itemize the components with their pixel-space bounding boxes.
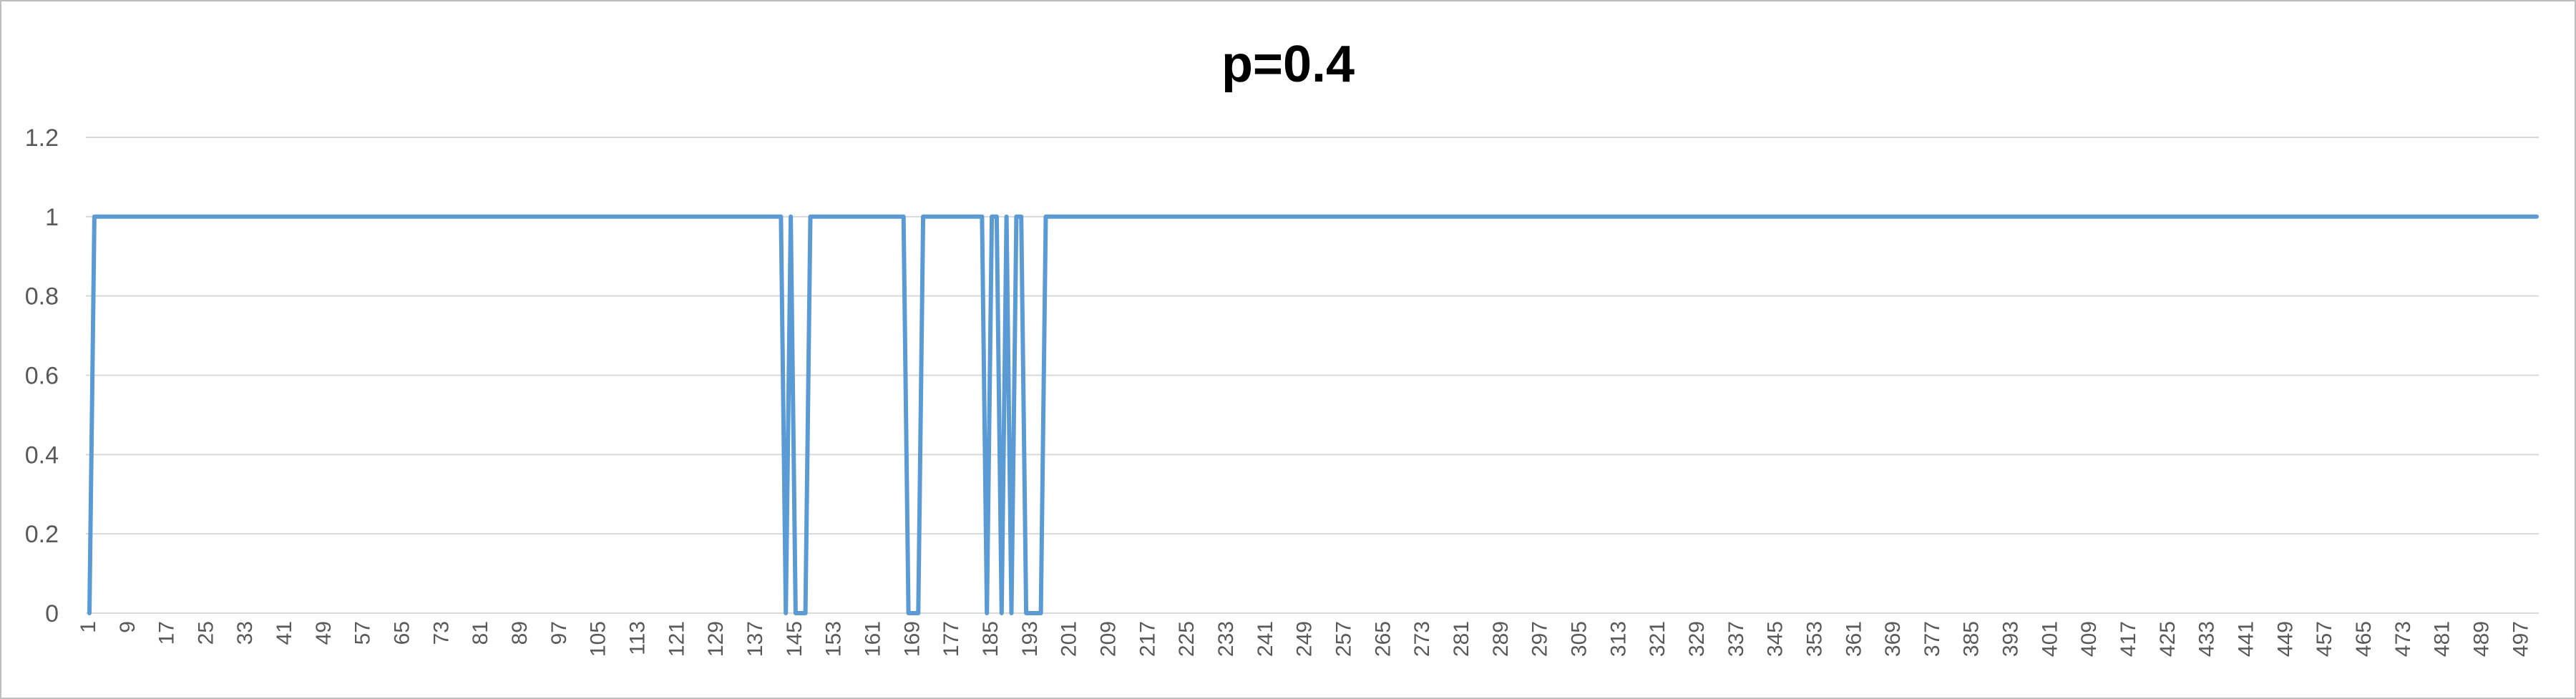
x-tick-label: 97 (547, 621, 571, 645)
x-tick-label: 209 (1096, 621, 1120, 657)
x-tick-label: 241 (1254, 621, 1277, 657)
x-tick-label: 425 (2156, 621, 2180, 657)
x-tick-label: 9 (116, 621, 140, 633)
x-tick-label: 17 (155, 621, 179, 645)
x-tick-label: 473 (2391, 621, 2415, 657)
x-tick-label: 153 (822, 621, 846, 657)
x-tick-label: 201 (1058, 621, 1081, 657)
x-tick-label: 481 (2431, 621, 2454, 657)
gridlines (86, 137, 2539, 614)
x-tick-label: 273 (1410, 621, 1434, 657)
x-tick-label: 281 (1450, 621, 1473, 657)
x-tick-label: 161 (862, 621, 885, 657)
y-tick-label: 0.6 (25, 363, 59, 390)
y-tick-label: 0.4 (25, 441, 59, 469)
x-tick-label: 393 (1999, 621, 2023, 657)
x-tick-label: 57 (351, 621, 375, 645)
x-tick-label: 65 (391, 621, 414, 645)
y-tick-label: 0 (45, 600, 59, 627)
x-axis-labels: 1 9 17 25 33 41 49 57 65 73 81 89 97 105 113 121 129 137 1… (77, 621, 2532, 657)
x-tick-label: 321 (1646, 621, 1669, 657)
x-tick-label: 185 (979, 621, 1002, 657)
x-tick-label: 193 (1018, 621, 1042, 657)
x-tick-label: 265 (1371, 621, 1395, 657)
x-tick-label: 25 (194, 621, 218, 645)
x-tick-label: 449 (2273, 621, 2297, 657)
x-tick-label: 121 (665, 621, 688, 657)
x-tick-label: 377 (1921, 621, 1944, 657)
x-tick-label: 289 (1489, 621, 1513, 657)
x-tick-label: 337 (1724, 621, 1748, 657)
x-tick-label: 497 (2509, 621, 2532, 657)
x-tick-label: 305 (1567, 621, 1591, 657)
x-tick-label: 457 (2313, 621, 2336, 657)
y-tick-label: 0.2 (25, 521, 59, 548)
x-tick-label: 417 (2117, 621, 2140, 657)
x-tick-label: 169 (900, 621, 924, 657)
y-axis-labels: 0 0.2 0.4 0.6 0.8 1 1.2 (25, 124, 59, 627)
series-line (87, 214, 2539, 615)
y-tick-label: 0.8 (25, 283, 59, 311)
x-tick-label: 129 (704, 621, 728, 657)
x-tick-label: 401 (2038, 621, 2062, 657)
x-tick-label: 217 (1136, 621, 1159, 657)
x-tick-label: 177 (940, 621, 963, 657)
x-tick-label: 433 (2195, 621, 2219, 657)
x-tick-label: 313 (1606, 621, 1630, 657)
x-tick-label: 385 (1960, 621, 1984, 657)
x-tick-label: 145 (783, 621, 806, 657)
x-tick-label: 73 (429, 621, 453, 645)
x-tick-label: 329 (1685, 621, 1709, 657)
x-tick-label: 297 (1528, 621, 1552, 657)
x-tick-label: 113 (626, 621, 650, 655)
x-tick-label: 89 (508, 621, 532, 645)
x-tick-label: 409 (2077, 621, 2101, 657)
x-tick-label: 441 (2235, 621, 2258, 657)
x-tick-label: 137 (743, 621, 767, 657)
x-tick-label: 1 (77, 621, 100, 633)
x-tick-label: 81 (469, 621, 492, 645)
y-tick-label: 1.2 (25, 124, 59, 152)
x-tick-label: 361 (1842, 621, 1865, 657)
x-tick-label: 369 (1881, 621, 1905, 657)
chart-title: p=0.4 (1221, 36, 1355, 93)
x-tick-label: 105 (587, 621, 610, 657)
x-tick-label: 33 (233, 621, 257, 645)
x-tick-label: 225 (1175, 621, 1199, 657)
x-tick-label: 353 (1802, 621, 1826, 657)
x-tick-label: 345 (1764, 621, 1787, 657)
x-tick-label: 233 (1214, 621, 1238, 657)
x-tick-label: 249 (1293, 621, 1317, 657)
x-tick-label: 41 (273, 621, 296, 645)
x-tick-label: 49 (312, 621, 336, 645)
x-tick-label: 257 (1332, 621, 1355, 657)
x-tick-label: 465 (2352, 621, 2376, 657)
y-tick-label: 1 (45, 204, 59, 231)
x-tick-label: 489 (2470, 621, 2494, 657)
series-layer (87, 214, 2539, 615)
